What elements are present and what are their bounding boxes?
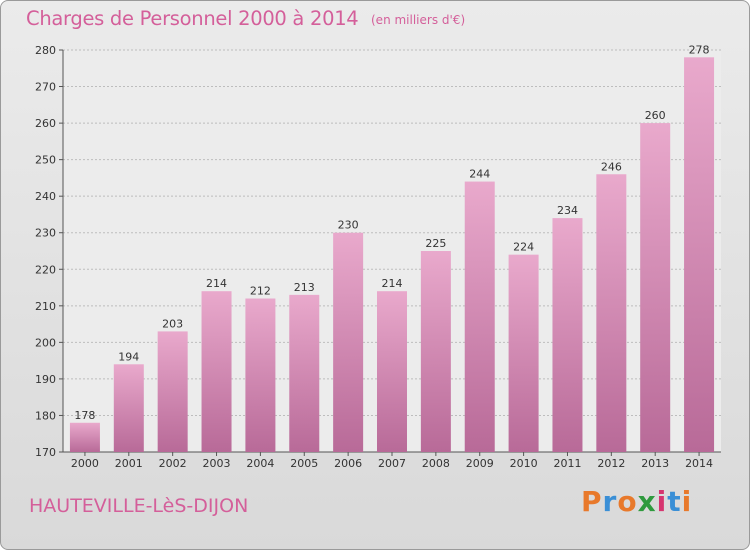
logo-letter: x: [637, 485, 657, 518]
y-tick-label: 270: [35, 81, 56, 94]
logo-letter: i: [656, 485, 668, 518]
bar-2004: [245, 298, 276, 452]
data-label: 178: [74, 409, 95, 422]
x-tick-label: 2002: [159, 457, 187, 470]
y-tick-label: 210: [35, 300, 56, 313]
bar-2005: [289, 294, 320, 452]
x-tick-label: 2001: [115, 457, 143, 470]
bar-2003: [201, 291, 232, 452]
data-label: 278: [689, 43, 710, 56]
data-label: 224: [513, 241, 534, 254]
y-tick-label: 250: [35, 154, 56, 167]
bar-2014: [684, 57, 715, 453]
x-tick-label: 2008: [422, 457, 450, 470]
x-tick-label: 2014: [685, 457, 713, 470]
logo-letter: P: [581, 485, 603, 518]
data-label: 234: [557, 204, 578, 217]
y-tick-label: 240: [35, 190, 56, 203]
logo-letter: r: [602, 485, 618, 518]
bar-2009: [464, 181, 495, 452]
bar-2013: [640, 123, 671, 452]
y-tick-label: 170: [35, 446, 56, 459]
x-tick-label: 2000: [71, 457, 99, 470]
data-label: 213: [294, 281, 315, 294]
data-label: 230: [338, 219, 359, 232]
logo-letter: t: [667, 485, 682, 518]
logo-letter: o: [617, 485, 638, 518]
y-tick-label: 230: [35, 227, 56, 240]
bar-2000: [69, 422, 100, 452]
x-tick-label: 2013: [641, 457, 669, 470]
commune-name: HAUTEVILLE-LèS-DIJON: [29, 495, 249, 517]
chart-subtitle: (en milliers d'€): [371, 13, 466, 27]
x-tick-label: 2006: [334, 457, 362, 470]
bar-2008: [420, 251, 451, 452]
data-label: 244: [469, 168, 490, 181]
data-label: 260: [645, 109, 666, 122]
x-tick-label: 2007: [378, 457, 406, 470]
bar-2006: [333, 232, 364, 452]
x-tick-label: 2005: [290, 457, 318, 470]
x-tick-label: 2009: [466, 457, 494, 470]
bar-2001: [113, 364, 144, 452]
bar-2007: [377, 291, 407, 452]
bar-2002: [157, 331, 188, 452]
chart-title: Charges de Personnel 2000 à 2014: [26, 7, 359, 30]
data-label: 212: [250, 285, 271, 298]
x-tick-label: 2003: [203, 457, 231, 470]
y-tick-label: 220: [35, 263, 56, 276]
x-tick-label: 2011: [553, 457, 581, 470]
data-label: 203: [162, 317, 183, 330]
y-tick-label: 190: [35, 373, 56, 386]
data-label: 214: [206, 277, 227, 290]
y-tick-label: 280: [35, 44, 56, 57]
data-label: 225: [425, 237, 446, 250]
data-label: 194: [118, 350, 139, 363]
x-tick-label: 2010: [510, 457, 538, 470]
y-tick-label: 260: [35, 117, 56, 130]
bar-2011: [552, 218, 583, 452]
logo-letter: i: [681, 485, 693, 518]
proxiti-logo: Proxiti: [581, 485, 692, 518]
x-tick-label: 2004: [246, 457, 274, 470]
data-label: 214: [382, 277, 403, 290]
bar-2012: [596, 174, 627, 452]
x-tick-label: 2012: [597, 457, 625, 470]
data-label: 246: [601, 160, 622, 173]
y-tick-label: 200: [35, 336, 56, 349]
y-tick-label: 180: [35, 409, 56, 422]
bar-2010: [508, 254, 539, 452]
